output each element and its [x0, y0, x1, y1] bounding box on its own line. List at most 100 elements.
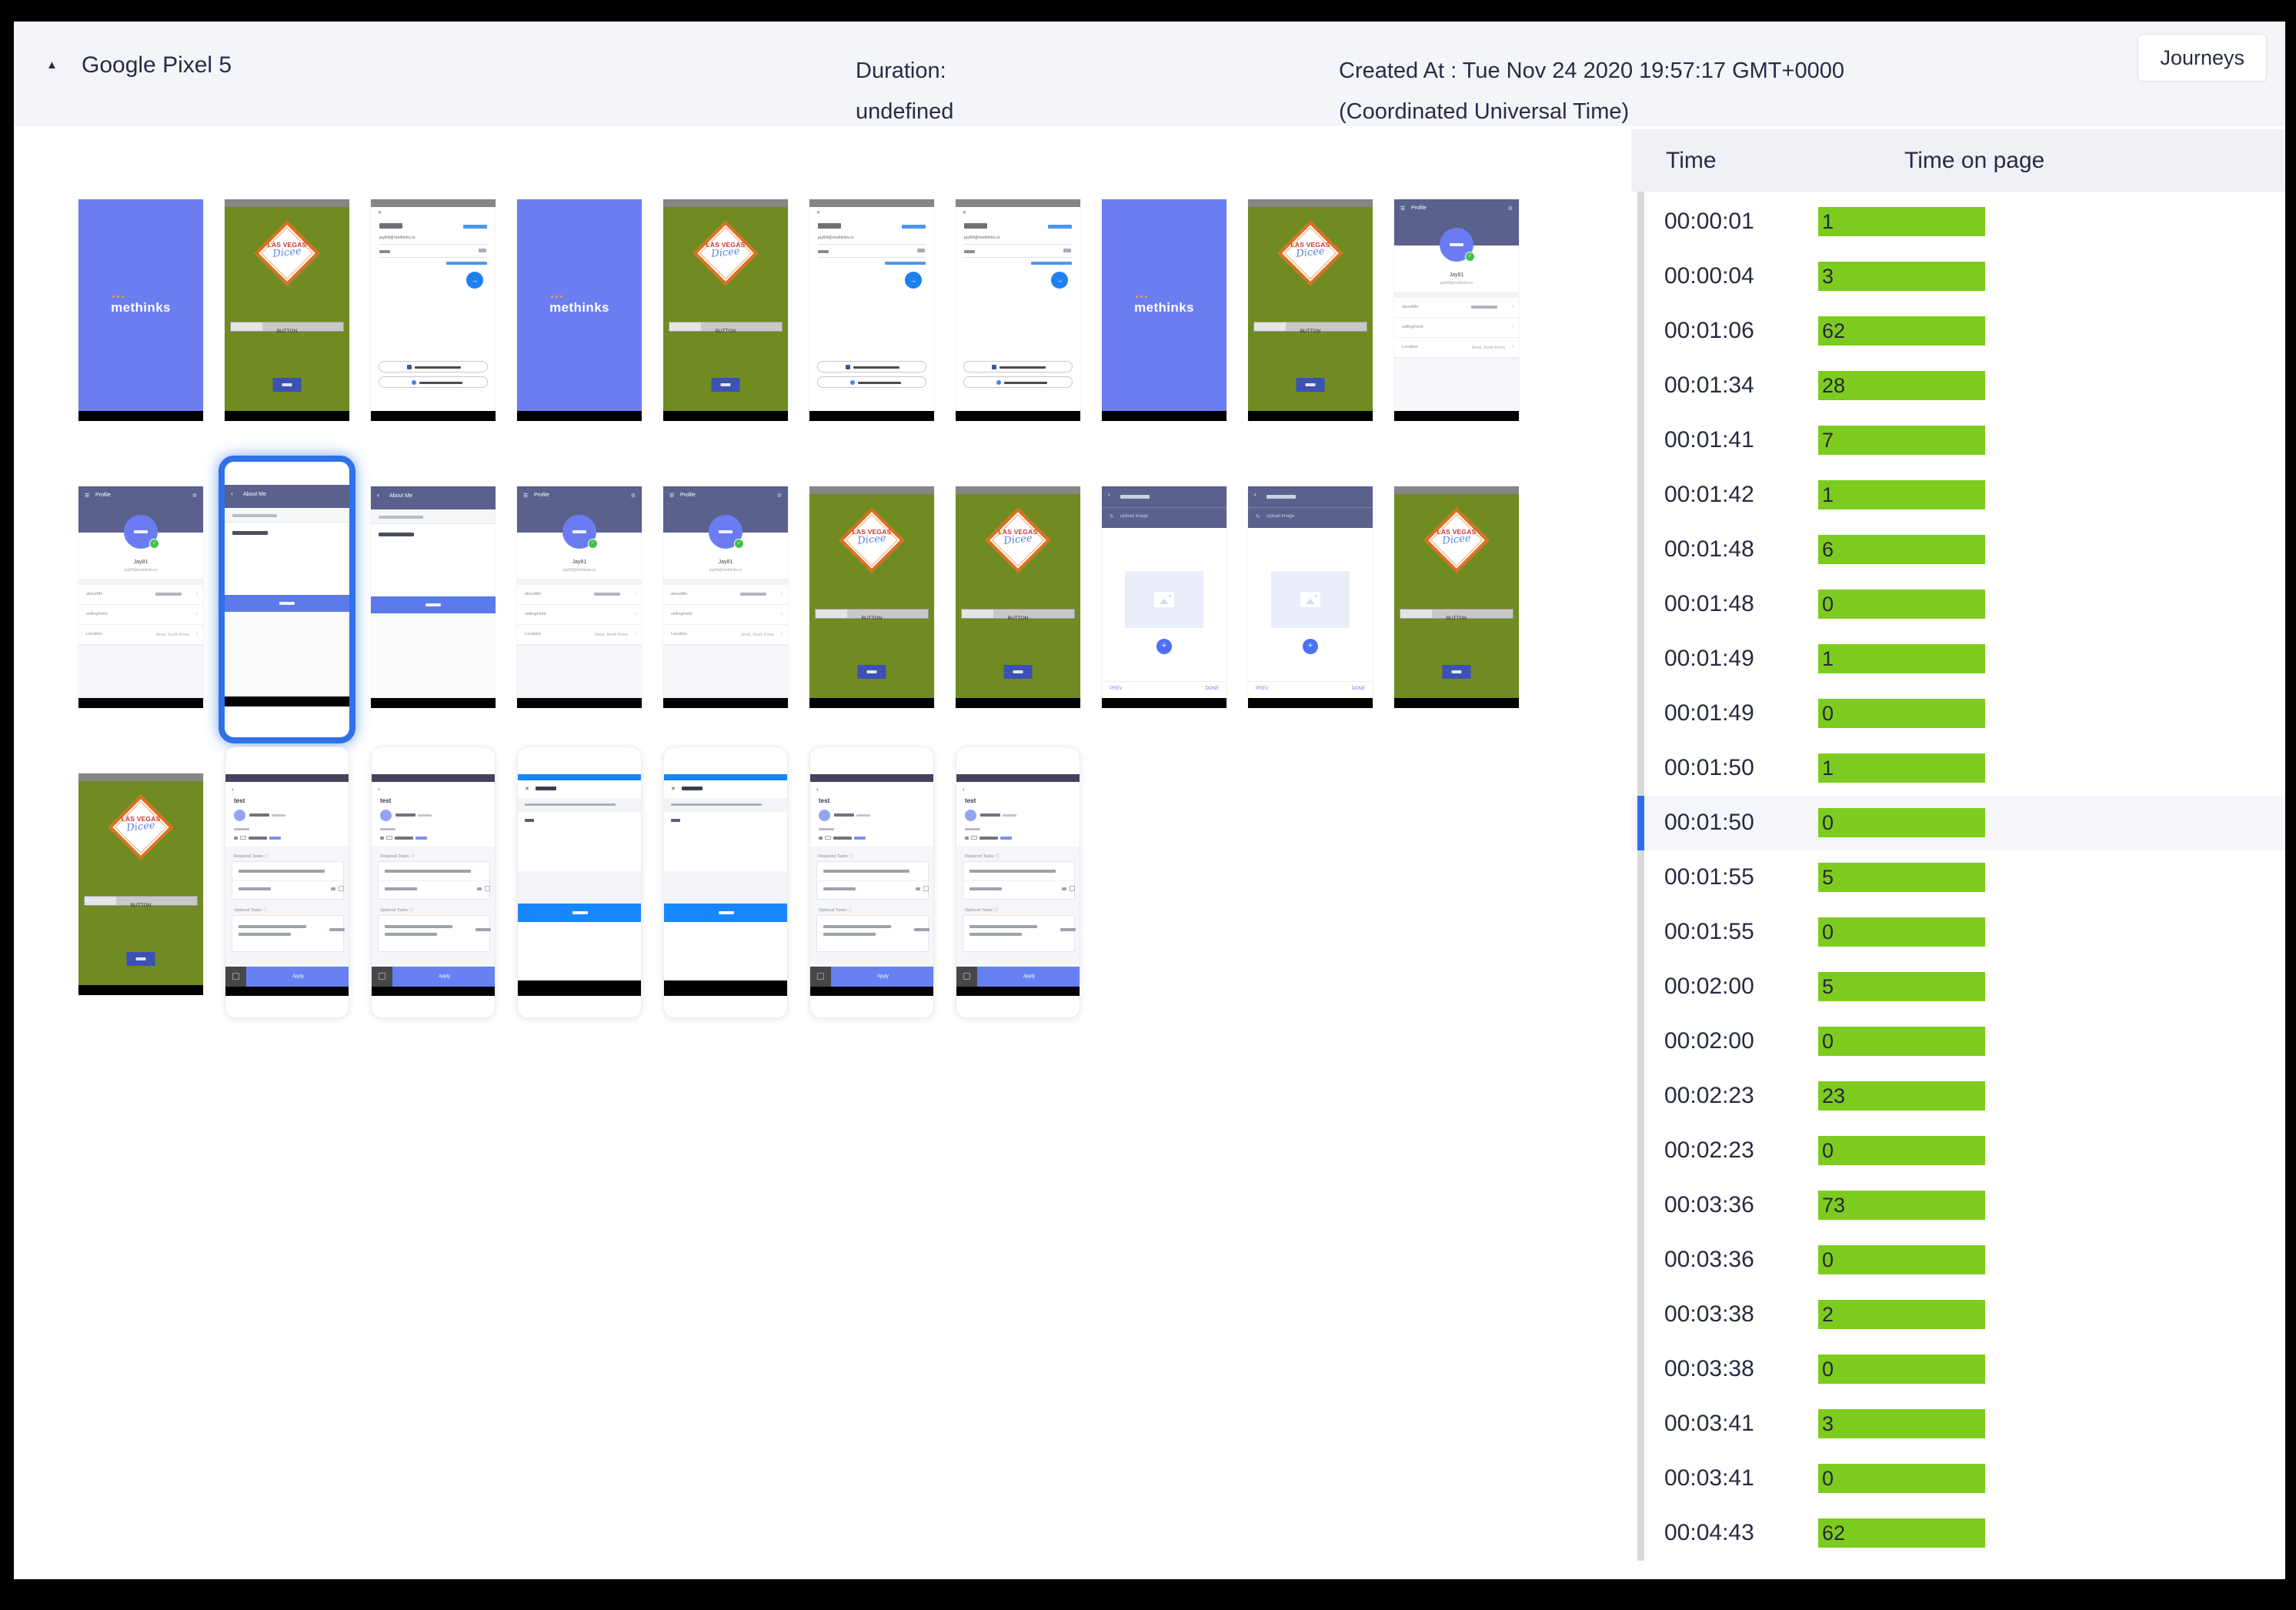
done-link: DONE	[1351, 686, 1365, 691]
text-skeleton	[818, 250, 829, 253]
timeline-row[interactable]: 00:00:01 1	[1631, 195, 2285, 249]
text-skeleton	[395, 813, 415, 817]
nav-bar	[1248, 411, 1373, 421]
timeline-row[interactable]: 00:01:42 1	[1631, 468, 2285, 523]
screenshot-thumbnail[interactable]: ‹ test Required Tasks ⓘ Optional Tasks ⓘ	[809, 747, 934, 1018]
screenshot-thumbnail[interactable]: LAS VEGAS Dicee BUTTON	[1248, 199, 1373, 421]
screenshot-thumbnail[interactable]: ‹ test Required Tasks ⓘ Optional Tasks ⓘ	[371, 747, 496, 1018]
screenshot-thumbnail[interactable]: ☰ Profile ⚙ ✓ Jay81 jay84@methinks.io ab…	[78, 486, 203, 708]
decor: LAS VEGAS	[852, 528, 892, 536]
timeline-row[interactable]: 00:02:23 23	[1631, 1069, 2285, 1124]
decor: aboutMe	[86, 592, 103, 596]
back-icon: ‹	[816, 786, 819, 793]
timeline-row[interactable]: 00:03:41 3	[1631, 1397, 2285, 1451]
button-bar: BUTTON	[669, 322, 783, 334]
collapse-icon[interactable]: ▲	[46, 58, 58, 72]
screenshot-thumbnail[interactable]: ‹ ↻ upload image + PREV DONE	[1248, 486, 1373, 708]
chevron-right-icon: ›	[1511, 304, 1513, 309]
timeline-row[interactable]: 00:01:34 28	[1631, 359, 2285, 413]
timeline-row[interactable]: 00:01:41 7	[1631, 413, 2285, 468]
timeline-row[interactable]: 00:03:41 0	[1631, 1451, 2285, 1506]
top-accent-bar	[518, 774, 641, 780]
screenshot-thumbnail[interactable]: LAS VEGAS Dicee BUTTON	[1394, 486, 1519, 708]
image-placeholder	[1271, 571, 1350, 628]
timeline-row[interactable]: 00:00:04 3	[1631, 249, 2285, 304]
screenshot-thumbnail[interactable]: ✕ jay84@methinks.io →	[371, 199, 496, 421]
screenshot-thumbnail[interactable]: ✕ jay84@methinks.io →	[809, 199, 934, 421]
task-title: test	[380, 797, 392, 804]
screenshot-thumbnail[interactable]: ‹ About Me	[371, 486, 496, 708]
section-divider	[1394, 292, 1519, 298]
screenshot-thumbnail[interactable]: ‹ ↻ upload image + PREV DONE	[1102, 486, 1226, 708]
text-skeleton	[415, 366, 461, 369]
screenshot-thumbnail[interactable]: LAS VEGAS Dicee BUTTON	[663, 199, 788, 421]
timeline-row[interactable]: 00:02:00 0	[1631, 1014, 2285, 1069]
back-icon: ‹	[1108, 491, 1110, 498]
text-skeleton	[682, 787, 702, 790]
profile-name: Jay81	[133, 559, 149, 565]
screenshot-thumbnail[interactable]: methinks	[78, 199, 203, 421]
screenshot-thumbnail[interactable]: LAS VEGAS Dicee BUTTON	[809, 486, 934, 708]
nav-bar	[956, 411, 1080, 421]
timeline-scroll-track[interactable]	[1637, 192, 1644, 1561]
text-skeleton	[719, 530, 733, 533]
text-skeleton	[1003, 813, 1016, 817]
timeline-timestamp: 00:01:06	[1664, 318, 1754, 343]
text-skeleton	[858, 381, 901, 384]
timeline-row[interactable]: 00:01:50 1	[1631, 741, 2285, 796]
timeline-row[interactable]: 00:03:38 0	[1631, 1342, 2285, 1397]
timeline-timestamp: 00:01:48	[1664, 536, 1754, 562]
timeline-row[interactable]: 00:03:36 0	[1631, 1233, 2285, 1288]
google-login-button	[963, 376, 1073, 388]
text-skeleton	[854, 837, 866, 840]
decor: BUTTON	[715, 329, 736, 334]
time-on-page-value: 7	[1822, 429, 1834, 452]
text-skeleton	[331, 887, 335, 890]
timeline-row[interactable]: 00:01:49 1	[1631, 632, 2285, 686]
timeline-row[interactable]: 00:01:48 0	[1631, 577, 2285, 632]
text-skeleton	[979, 837, 998, 840]
text-skeleton	[525, 819, 534, 822]
journeys-button[interactable]: Journeys	[2137, 34, 2267, 82]
timeline-row[interactable]: 00:01:50 0	[1631, 796, 2285, 850]
text-skeleton	[1266, 495, 1296, 499]
screenshot-thumbnail[interactable]: ‹ test Required Tasks ⓘ Optional Tasks ⓘ	[225, 747, 349, 1018]
screenshot-thumbnail[interactable]: LAS VEGAS Dicee BUTTON	[956, 486, 1080, 708]
timeline-row[interactable]: 00:03:36 73	[1631, 1178, 2285, 1233]
las-vegas-dice-logo-text: LAS VEGAS Dicee	[78, 815, 203, 834]
timeline-row[interactable]: 00:01:48 6	[1631, 523, 2285, 577]
screenshot-thumbnail[interactable]: methinks	[517, 199, 642, 421]
optional-tasks-box	[378, 915, 491, 952]
screenshot-thumbnail[interactable]: LAS VEGAS Dicee BUTTON	[225, 199, 349, 421]
screenshot-thumbnail[interactable]: ‹ test Required Tasks ⓘ Optional Tasks ⓘ	[956, 747, 1080, 1018]
required-tasks-box	[232, 861, 344, 900]
text-skeleton	[134, 530, 148, 533]
time-on-page-bar: 0	[1818, 917, 1985, 947]
screenshot-thumbnail[interactable]: ✕	[517, 747, 642, 1018]
time-on-page-bar: 23	[1818, 1081, 1985, 1111]
share-button	[372, 967, 392, 987]
screenshot-thumbnail-selected[interactable]: ‹ About Me	[219, 456, 355, 743]
screenshot-thumbnail[interactable]: LAS VEGAS Dicee BUTTON	[78, 773, 203, 995]
timeline-row[interactable]: 00:01:06 62	[1631, 304, 2285, 359]
screenshot-thumbnail[interactable]: ☰ Profile ⚙ ✓ Jay81 jay84@methinks.io ab…	[517, 486, 642, 708]
timeline-row[interactable]: 00:01:49 0	[1631, 686, 2285, 741]
screenshot-thumbnail[interactable]: ✕	[663, 747, 788, 1018]
decor: Required Tasks ⓘ	[965, 853, 999, 859]
text-skeleton	[135, 957, 146, 960]
screenshot-thumbnail[interactable]: ☰ Profile ⚙ ✓ Jay81 jay84@methinks.io ab…	[663, 486, 788, 708]
timeline-row[interactable]: 00:02:00 5	[1631, 960, 2285, 1014]
timeline-row[interactable]: 00:04:43 62	[1631, 1506, 2285, 1561]
profile-field-row: Location Seoul, South Korea ›	[78, 625, 203, 645]
close-icon: ✕	[816, 211, 821, 215]
timeline-row[interactable]: 00:02:23 0	[1631, 1124, 2285, 1178]
text-skeleton	[823, 870, 909, 873]
screenshot-thumbnail[interactable]: ☰ Profile ⚙ ✓ Jay81 jay84@methinks.io ab…	[1394, 199, 1519, 421]
roll-button	[1442, 665, 1471, 679]
timeline-row[interactable]: 00:01:55 0	[1631, 905, 2285, 960]
text-skeleton	[269, 837, 281, 840]
timeline-row[interactable]: 00:03:38 2	[1631, 1288, 2285, 1342]
timeline-row[interactable]: 00:01:55 5	[1631, 850, 2285, 905]
screenshot-thumbnail[interactable]: ✕ jay84@methinks.io →	[956, 199, 1080, 421]
screenshot-thumbnail[interactable]: methinks	[1102, 199, 1226, 421]
